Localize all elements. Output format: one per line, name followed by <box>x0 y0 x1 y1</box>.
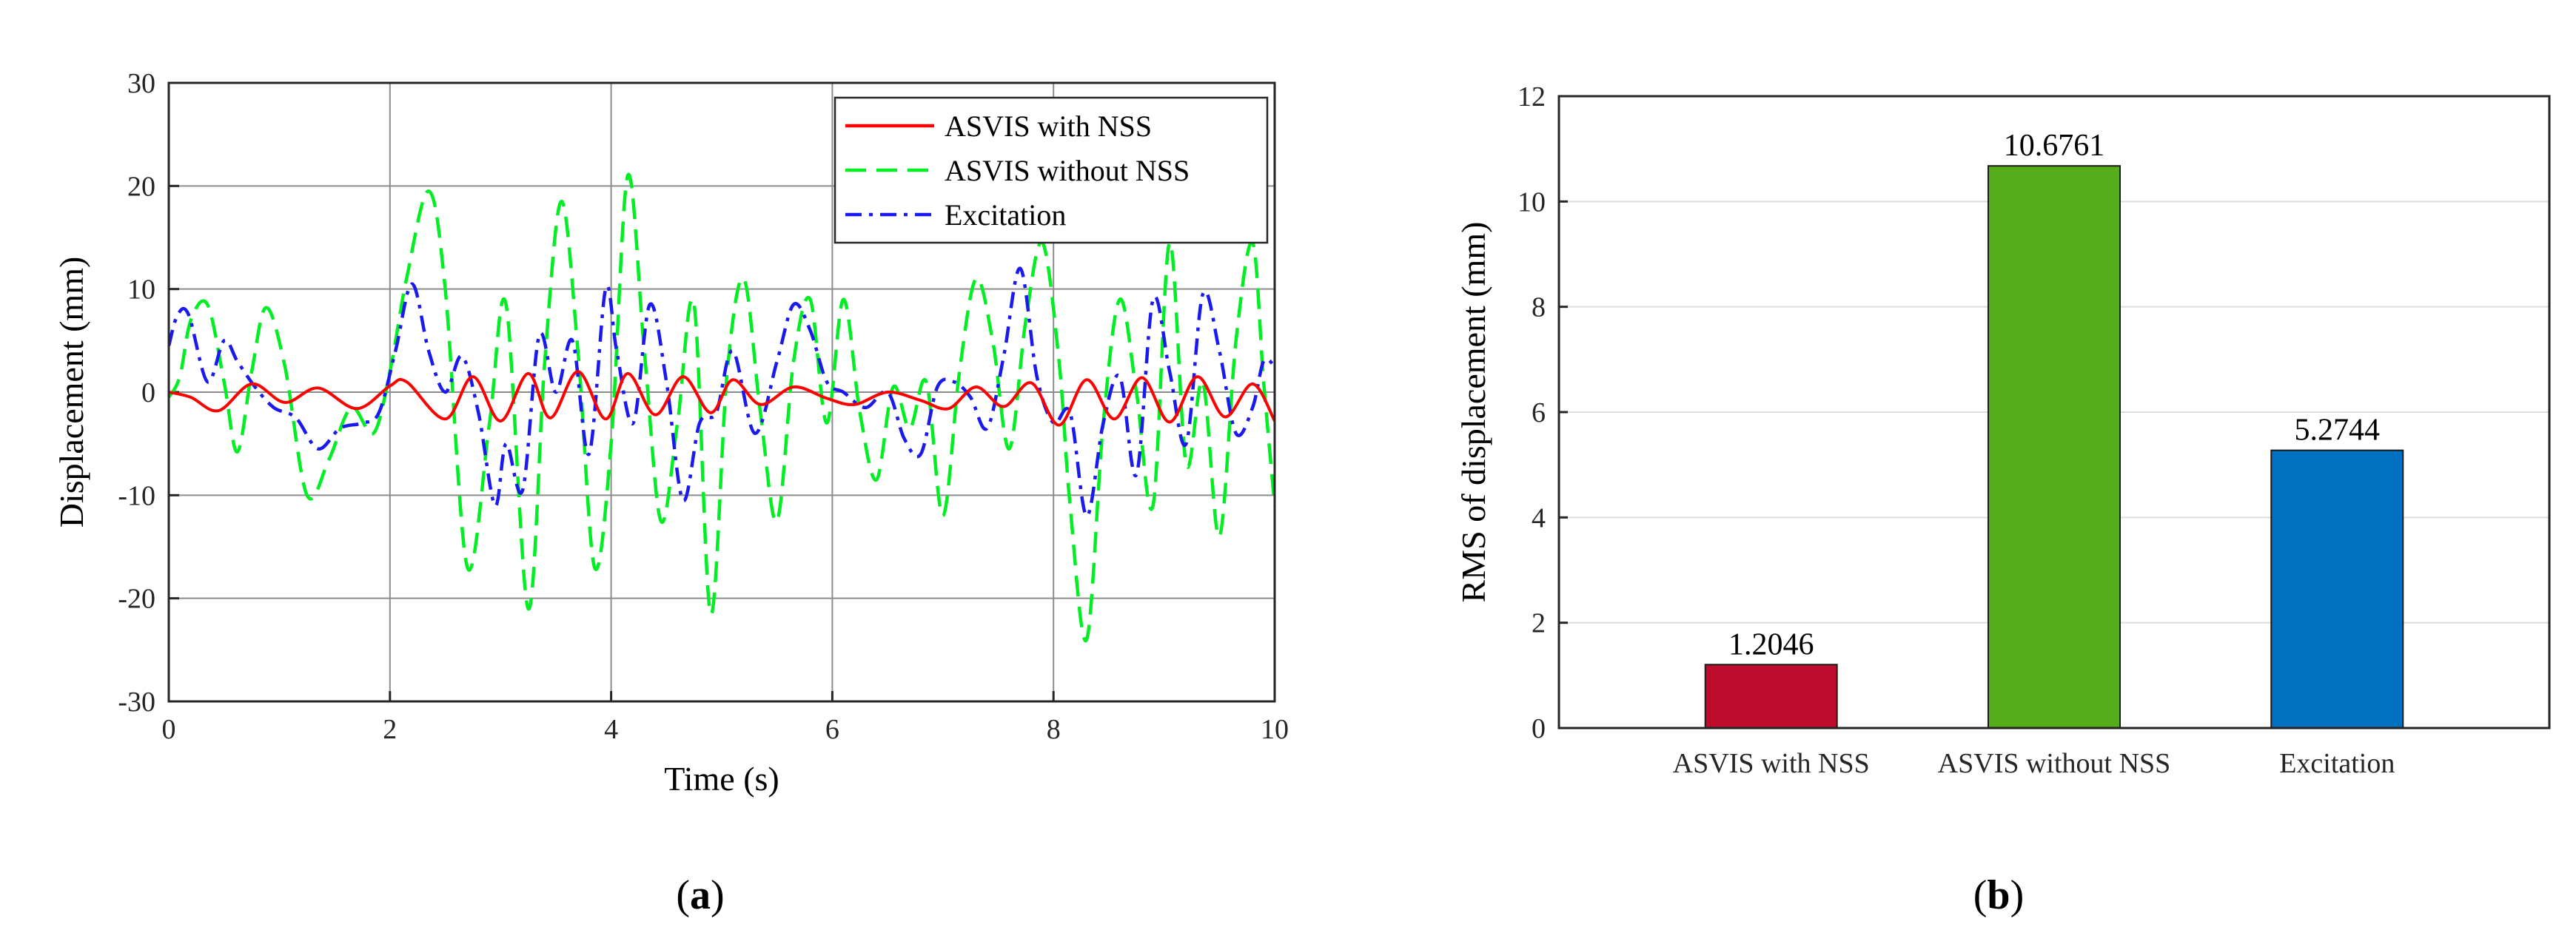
panel-a-x-axis-label: Time (s) <box>664 760 779 798</box>
caption-b: (b) <box>1973 872 2024 918</box>
panel-a-y-tick-label: -20 <box>118 584 155 615</box>
panel-b-y-tick-label: 10 <box>1517 186 1546 218</box>
panel-a-y-tick-label: 10 <box>127 274 155 306</box>
panel-b-x-tick-label: ASVIS with NSS <box>1673 748 1870 779</box>
caption-a-letter: a <box>690 872 711 918</box>
series-line-excitation <box>169 266 1275 518</box>
panel-a-y-tick-label: 0 <box>141 377 155 408</box>
panel-a-plot-frame <box>167 81 1276 703</box>
panel-a-legend: ASVIS with NSS ASVIS without NSS Excitatio… <box>833 96 1269 244</box>
panel-b-y-tick-label: 6 <box>1532 397 1546 428</box>
panel-a-series-group <box>169 172 1275 643</box>
panel-b-bars-group: 1.2046 10.6761 5.2744 <box>1704 129 2404 730</box>
bar-excitation <box>2270 449 2404 730</box>
panel-a-y-axis-label: Displacement (mm) <box>53 257 90 528</box>
panel-a-y-tick-label: 20 <box>127 171 155 202</box>
panel-b-y-tick-label: 0 <box>1532 713 1546 744</box>
bar-asvis-with-nss <box>1704 664 1838 730</box>
legend-entry-label: ASVIS with NSS <box>945 110 1152 143</box>
bar-value-label: 5.2744 <box>2295 414 2381 448</box>
panel-b-y-axis-label: RMS of displacement (mm) <box>1455 222 1492 603</box>
panel-b-bar-chart: 1.2046 10.6761 5.2744 0 2 4 6 8 10 12 ASVIS with … <box>1455 81 2551 779</box>
panel-a-x-tick-label: 4 <box>604 714 618 745</box>
panel-b-y-tick-label: 8 <box>1532 292 1546 323</box>
series-line-asvis-with-nss <box>169 370 1275 427</box>
panel-b-y-tick-label: 12 <box>1517 81 1546 112</box>
panel-a-x-tick-label: 6 <box>825 714 839 745</box>
bar-asvis-without-nss <box>1988 165 2121 730</box>
series-line-asvis-without-nss <box>169 172 1275 643</box>
legend-entry-label: ASVIS without NSS <box>945 154 1190 187</box>
caption-b-letter: b <box>1987 872 2010 918</box>
panel-b-x-tick-label: Excitation <box>2279 748 2395 779</box>
bar-value-label: 10.6761 <box>2004 129 2105 163</box>
caption-a: (a) <box>676 872 724 918</box>
panel-a-y-tick-label: 30 <box>127 68 155 99</box>
legend-entry-label: Excitation <box>945 198 1066 232</box>
panel-a-y-tick-label: -30 <box>118 687 155 718</box>
panel-b-tick-labels: 0 2 4 6 8 10 12 ASVIS with NSS ASVIS without NSS… <box>1517 81 2395 779</box>
panel-b-y-tick-label: 2 <box>1532 608 1546 639</box>
panel-a-x-tick-label: 2 <box>383 714 397 745</box>
bar-value-label: 1.2046 <box>1728 627 1814 661</box>
panel-a-x-tick-label: 10 <box>1261 714 1289 745</box>
panel-b-plot-frame <box>1557 95 2551 730</box>
panel-a-tick-labels: 0 2 4 6 8 10 -30 -20 -10 0 10 20 30 <box>118 68 1289 745</box>
panel-a-x-tick-label: 8 <box>1047 714 1061 745</box>
panel-a-line-chart: 0 2 4 6 8 10 -30 -20 -10 0 10 20 30 Time (s) Displac… <box>53 68 1289 798</box>
legend-box <box>833 96 1269 244</box>
panel-a-x-tick-label: 0 <box>162 714 176 745</box>
panel-b-y-tick-label: 4 <box>1532 502 1546 533</box>
panel-a-y-tick-label: -10 <box>118 480 155 511</box>
panel-b-x-tick-label: ASVIS without NSS <box>1938 748 2171 779</box>
